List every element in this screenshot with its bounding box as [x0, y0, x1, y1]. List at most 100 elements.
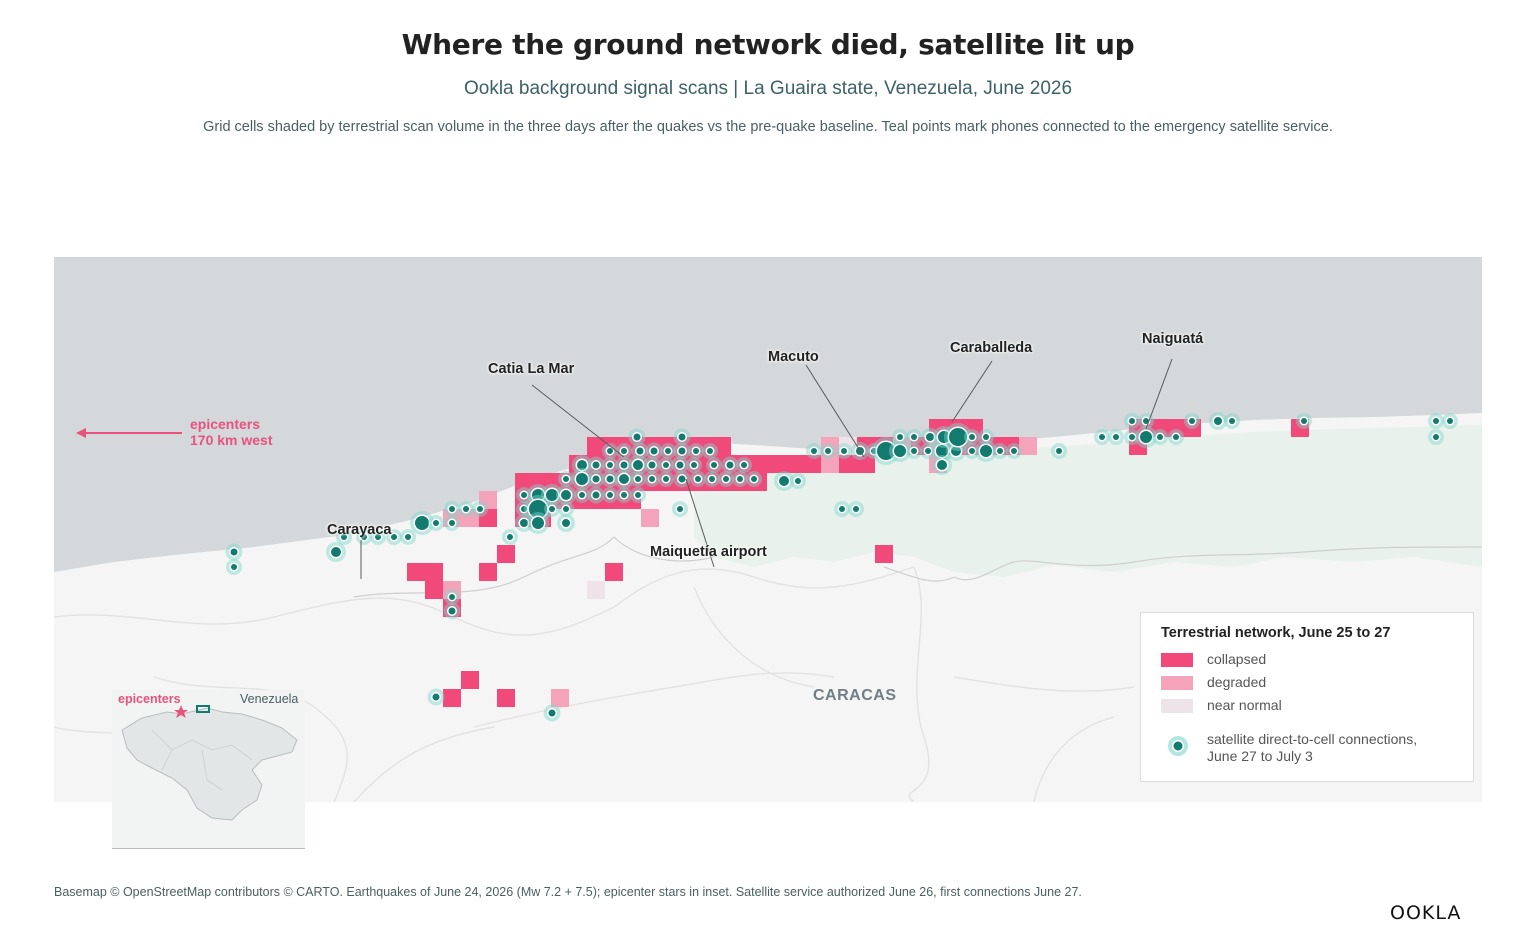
grid-cell	[551, 689, 569, 707]
satellite-point	[628, 455, 648, 475]
satellite-point	[587, 470, 605, 488]
satellite-point	[1006, 443, 1022, 459]
epicenter-star-icon	[174, 705, 188, 718]
study-area-box	[196, 705, 210, 713]
inset-epicenters-label: epicenters	[118, 692, 181, 706]
satellite-point	[1224, 413, 1240, 429]
grid-cell	[407, 563, 425, 581]
map-panel[interactable]: Catia La Mar Macuto Caraballeda Naiguatá…	[54, 257, 1482, 802]
grid-cell	[605, 563, 623, 581]
satellite-point	[673, 428, 691, 446]
grid-cell	[695, 455, 713, 473]
grid-cell	[497, 689, 515, 707]
satellite-point	[774, 471, 794, 491]
satellite-points	[225, 412, 1458, 722]
satellite-point	[643, 456, 661, 474]
satellite-point	[516, 501, 532, 517]
grid-cell	[659, 437, 677, 455]
satellite-point	[616, 443, 632, 459]
satellite-point	[1138, 413, 1154, 429]
grid-cell	[461, 671, 479, 689]
satellite-point	[527, 512, 549, 534]
satellite-point	[702, 443, 718, 459]
satellite-point	[516, 487, 532, 503]
epicenter-note: epicenters 170 km west	[190, 416, 273, 448]
satellite-point	[718, 471, 734, 487]
grid-cell	[461, 509, 479, 527]
grid-cell	[767, 455, 785, 473]
satellite-point	[326, 542, 346, 562]
satellite-point	[628, 428, 646, 446]
satellite-point	[630, 471, 646, 487]
satellite-point	[1124, 429, 1140, 445]
label-maiquetia-airport: Maiquetía airport	[650, 544, 767, 560]
satellite-point	[1209, 412, 1227, 430]
grid-cell	[425, 581, 443, 599]
satellite-point	[1428, 413, 1444, 429]
road-network	[54, 566, 1135, 802]
legend-label-collapsed: collapsed	[1207, 651, 1267, 667]
legend: Terrestrial network, June 25 to 27 colla…	[1140, 612, 1474, 782]
collapsed-swatch	[1161, 653, 1193, 667]
satellite-point	[630, 487, 646, 503]
satellite-point	[400, 529, 416, 545]
grid-cell	[1183, 419, 1201, 437]
satellite-point	[836, 443, 852, 459]
grid-cell	[1019, 437, 1037, 455]
satellite-point	[931, 440, 953, 462]
satellite-point	[428, 515, 444, 531]
grid-cell	[875, 545, 893, 563]
satellite-point	[615, 456, 633, 474]
satellite-point	[1124, 413, 1140, 429]
grid-cell	[443, 509, 461, 527]
satellite-point	[524, 495, 552, 523]
label-catia-la-mar: Catia La Mar	[488, 361, 575, 377]
satellite-point	[558, 501, 574, 517]
grid-cell	[821, 455, 839, 473]
legend-label-near-normal: near normal	[1207, 697, 1282, 713]
grid-cell	[749, 455, 767, 473]
degraded-swatch	[1161, 676, 1193, 690]
satellite-point	[671, 456, 689, 474]
grid-cell	[965, 419, 983, 437]
satellite-point	[834, 501, 850, 517]
satellite-point	[226, 559, 242, 575]
satellite-point	[690, 471, 706, 487]
label-naiguata: Naiguatá	[1142, 331, 1204, 347]
grid-cell	[497, 545, 515, 563]
satellite-point	[1051, 443, 1067, 459]
satellite-point	[732, 471, 748, 487]
grid-cell	[479, 491, 497, 509]
satellite-point	[602, 443, 618, 459]
chart-description: Grid cells shaded by terrestrial scan vo…	[203, 119, 1333, 135]
legend-title: Terrestrial network, June 25 to 27	[1161, 625, 1391, 641]
satellite-point	[673, 470, 691, 488]
locator-inset	[112, 690, 305, 849]
satellite-point	[921, 428, 939, 446]
inset-map	[121, 705, 298, 821]
grid-cell	[785, 455, 803, 473]
grid-cell	[857, 455, 875, 473]
satellite-point	[444, 589, 460, 605]
park-area	[694, 425, 1482, 577]
grid-cell	[515, 473, 533, 491]
satellite-point	[443, 602, 461, 620]
basemap	[54, 257, 1482, 802]
legend-label-satellite-line2: June 27 to July 3	[1207, 748, 1313, 764]
satellite-point	[543, 704, 561, 722]
satellite-point	[356, 529, 372, 545]
satellite-point	[906, 429, 922, 445]
satellite-point	[558, 471, 574, 487]
satellite-point	[370, 529, 386, 545]
grid-cell	[713, 437, 731, 455]
satellite-point	[602, 487, 618, 503]
satellite-point	[1296, 413, 1312, 429]
satellite-point	[1184, 413, 1200, 429]
satellite-point	[658, 457, 674, 473]
grid-cell	[803, 455, 821, 473]
satellite-point	[427, 688, 445, 706]
satellite-point	[1094, 429, 1110, 445]
legend-label-satellite-line1: satellite direct-to-cell connections,	[1207, 731, 1418, 747]
grid-cell	[587, 581, 605, 599]
satellite-point	[1152, 429, 1168, 445]
